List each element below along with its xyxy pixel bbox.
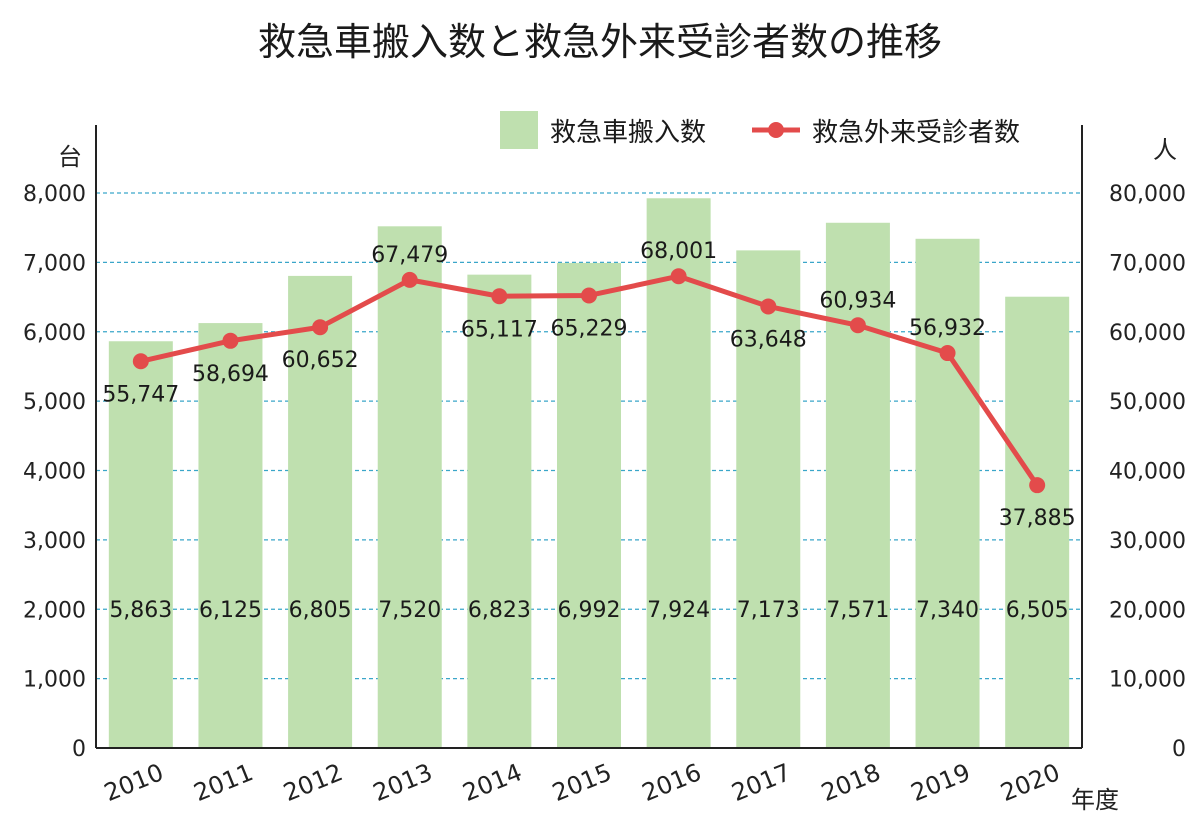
x-tick-label: 2016 <box>638 758 705 807</box>
data-point <box>581 287 597 304</box>
bar <box>736 250 801 749</box>
point-labels: 55,747 58,694 60,652 67,479 65,117 65,229 68,0… <box>102 239 1075 531</box>
data-point <box>939 345 956 362</box>
x-tick-label: 2017 <box>728 758 795 807</box>
point-value-label: 65,229 <box>551 316 628 341</box>
right-tick-label: 60,000 <box>1109 321 1186 346</box>
legend: 救急車搬入数 救急外来受診者数 <box>500 111 1020 149</box>
right-axis-unit: 人 <box>1153 136 1177 164</box>
right-tick-label: 30,000 <box>1109 529 1186 554</box>
point-value-label: 63,648 <box>730 327 807 352</box>
chart-title: 救急車搬入数と救急外来受診者数の推移 <box>258 20 942 64</box>
right-tick-label: 80,000 <box>1109 182 1186 207</box>
bar <box>1005 296 1070 748</box>
left-tick-label: 0 <box>72 737 86 762</box>
x-tick-label: 2020 <box>997 758 1064 807</box>
left-tick-label: 4,000 <box>23 460 86 485</box>
x-tick-label: 2014 <box>459 758 526 807</box>
left-tick-label: 6,000 <box>23 321 86 346</box>
legend-bar-label: 救急車搬入数 <box>550 118 706 148</box>
bar-value-label: 5,863 <box>109 598 172 623</box>
right-tick-labels: 0 10,000 20,000 30,000 40,000 50,000 60,000 70,… <box>1109 182 1186 762</box>
legend-line-label: 救急外来受診者数 <box>812 118 1020 148</box>
bar <box>825 222 890 749</box>
bar-value-label: 6,505 <box>1006 598 1069 623</box>
x-tick-label: 2012 <box>280 758 347 807</box>
x-tick-label: 2011 <box>190 758 257 807</box>
x-tick-label: 2010 <box>100 758 167 807</box>
bar-value-label: 7,340 <box>916 598 979 623</box>
left-tick-label: 2,000 <box>23 598 86 623</box>
bars <box>108 198 1070 749</box>
legend-line-marker <box>768 122 784 138</box>
point-value-label: 60,652 <box>282 348 359 373</box>
bar <box>108 341 173 748</box>
line-series <box>132 268 1046 494</box>
point-value-label: 56,932 <box>909 316 986 341</box>
left-tick-labels: 0 1,000 2,000 3,000 4,000 5,000 6,000 7,000 8,00… <box>23 182 86 762</box>
bar <box>198 323 263 748</box>
right-tick-label: 70,000 <box>1109 251 1186 276</box>
left-tick-label: 7,000 <box>23 251 86 276</box>
bar-value-label: 6,125 <box>199 598 262 623</box>
left-tick-label: 8,000 <box>23 182 86 207</box>
data-point <box>222 332 239 349</box>
bar <box>467 274 532 748</box>
point-value-label: 67,479 <box>371 243 448 268</box>
point-value-label: 37,885 <box>999 506 1076 531</box>
data-point <box>132 353 149 370</box>
point-value-label: 65,117 <box>461 317 538 342</box>
bar-value-label: 7,520 <box>378 598 441 623</box>
bar-value-label: 6,992 <box>558 598 621 623</box>
x-tick-label: 2019 <box>907 758 974 807</box>
bar <box>557 262 621 748</box>
point-value-label: 58,694 <box>192 362 269 387</box>
right-tick-label: 50,000 <box>1109 390 1186 415</box>
bar <box>288 275 353 748</box>
data-point <box>670 268 687 285</box>
point-value-label: 55,747 <box>102 382 179 407</box>
x-axis-unit: 年度 <box>1071 786 1119 814</box>
right-tick-label: 0 <box>1172 737 1186 762</box>
left-tick-label: 1,000 <box>23 668 86 693</box>
data-point <box>312 319 329 336</box>
legend-bar-swatch <box>500 111 538 149</box>
data-point <box>401 271 418 288</box>
data-point <box>760 298 777 315</box>
bar-value-label: 7,571 <box>826 598 889 623</box>
x-tick-label: 2015 <box>548 758 615 807</box>
bar-labels: 5,863 6,125 6,805 7,520 6,823 6,992 7,924 7,173… <box>109 598 1068 623</box>
data-point <box>491 288 508 305</box>
bar <box>915 238 980 748</box>
bar <box>377 226 442 749</box>
right-tick-label: 40,000 <box>1109 460 1186 485</box>
bar <box>646 198 711 748</box>
bar-value-label: 7,924 <box>647 598 710 623</box>
x-tick-labels: 2010 2011 2012 2013 2014 2015 2016 2017 2018 2019… <box>100 758 1063 807</box>
right-tick-label: 20,000 <box>1109 598 1186 623</box>
left-axis-unit: 台 <box>58 143 82 171</box>
x-tick-label: 2013 <box>369 758 436 807</box>
left-tick-label: 3,000 <box>23 529 86 554</box>
bar-value-label: 7,173 <box>737 598 800 623</box>
right-tick-label: 10,000 <box>1109 668 1186 693</box>
bar-value-label: 6,823 <box>468 598 531 623</box>
left-tick-label: 5,000 <box>23 390 86 415</box>
data-point <box>1029 477 1046 494</box>
x-tick-label: 2018 <box>817 758 884 807</box>
point-value-label: 68,001 <box>640 239 717 264</box>
point-value-label: 60,934 <box>819 288 896 313</box>
bar-value-label: 6,805 <box>289 598 352 623</box>
data-point <box>849 317 866 334</box>
